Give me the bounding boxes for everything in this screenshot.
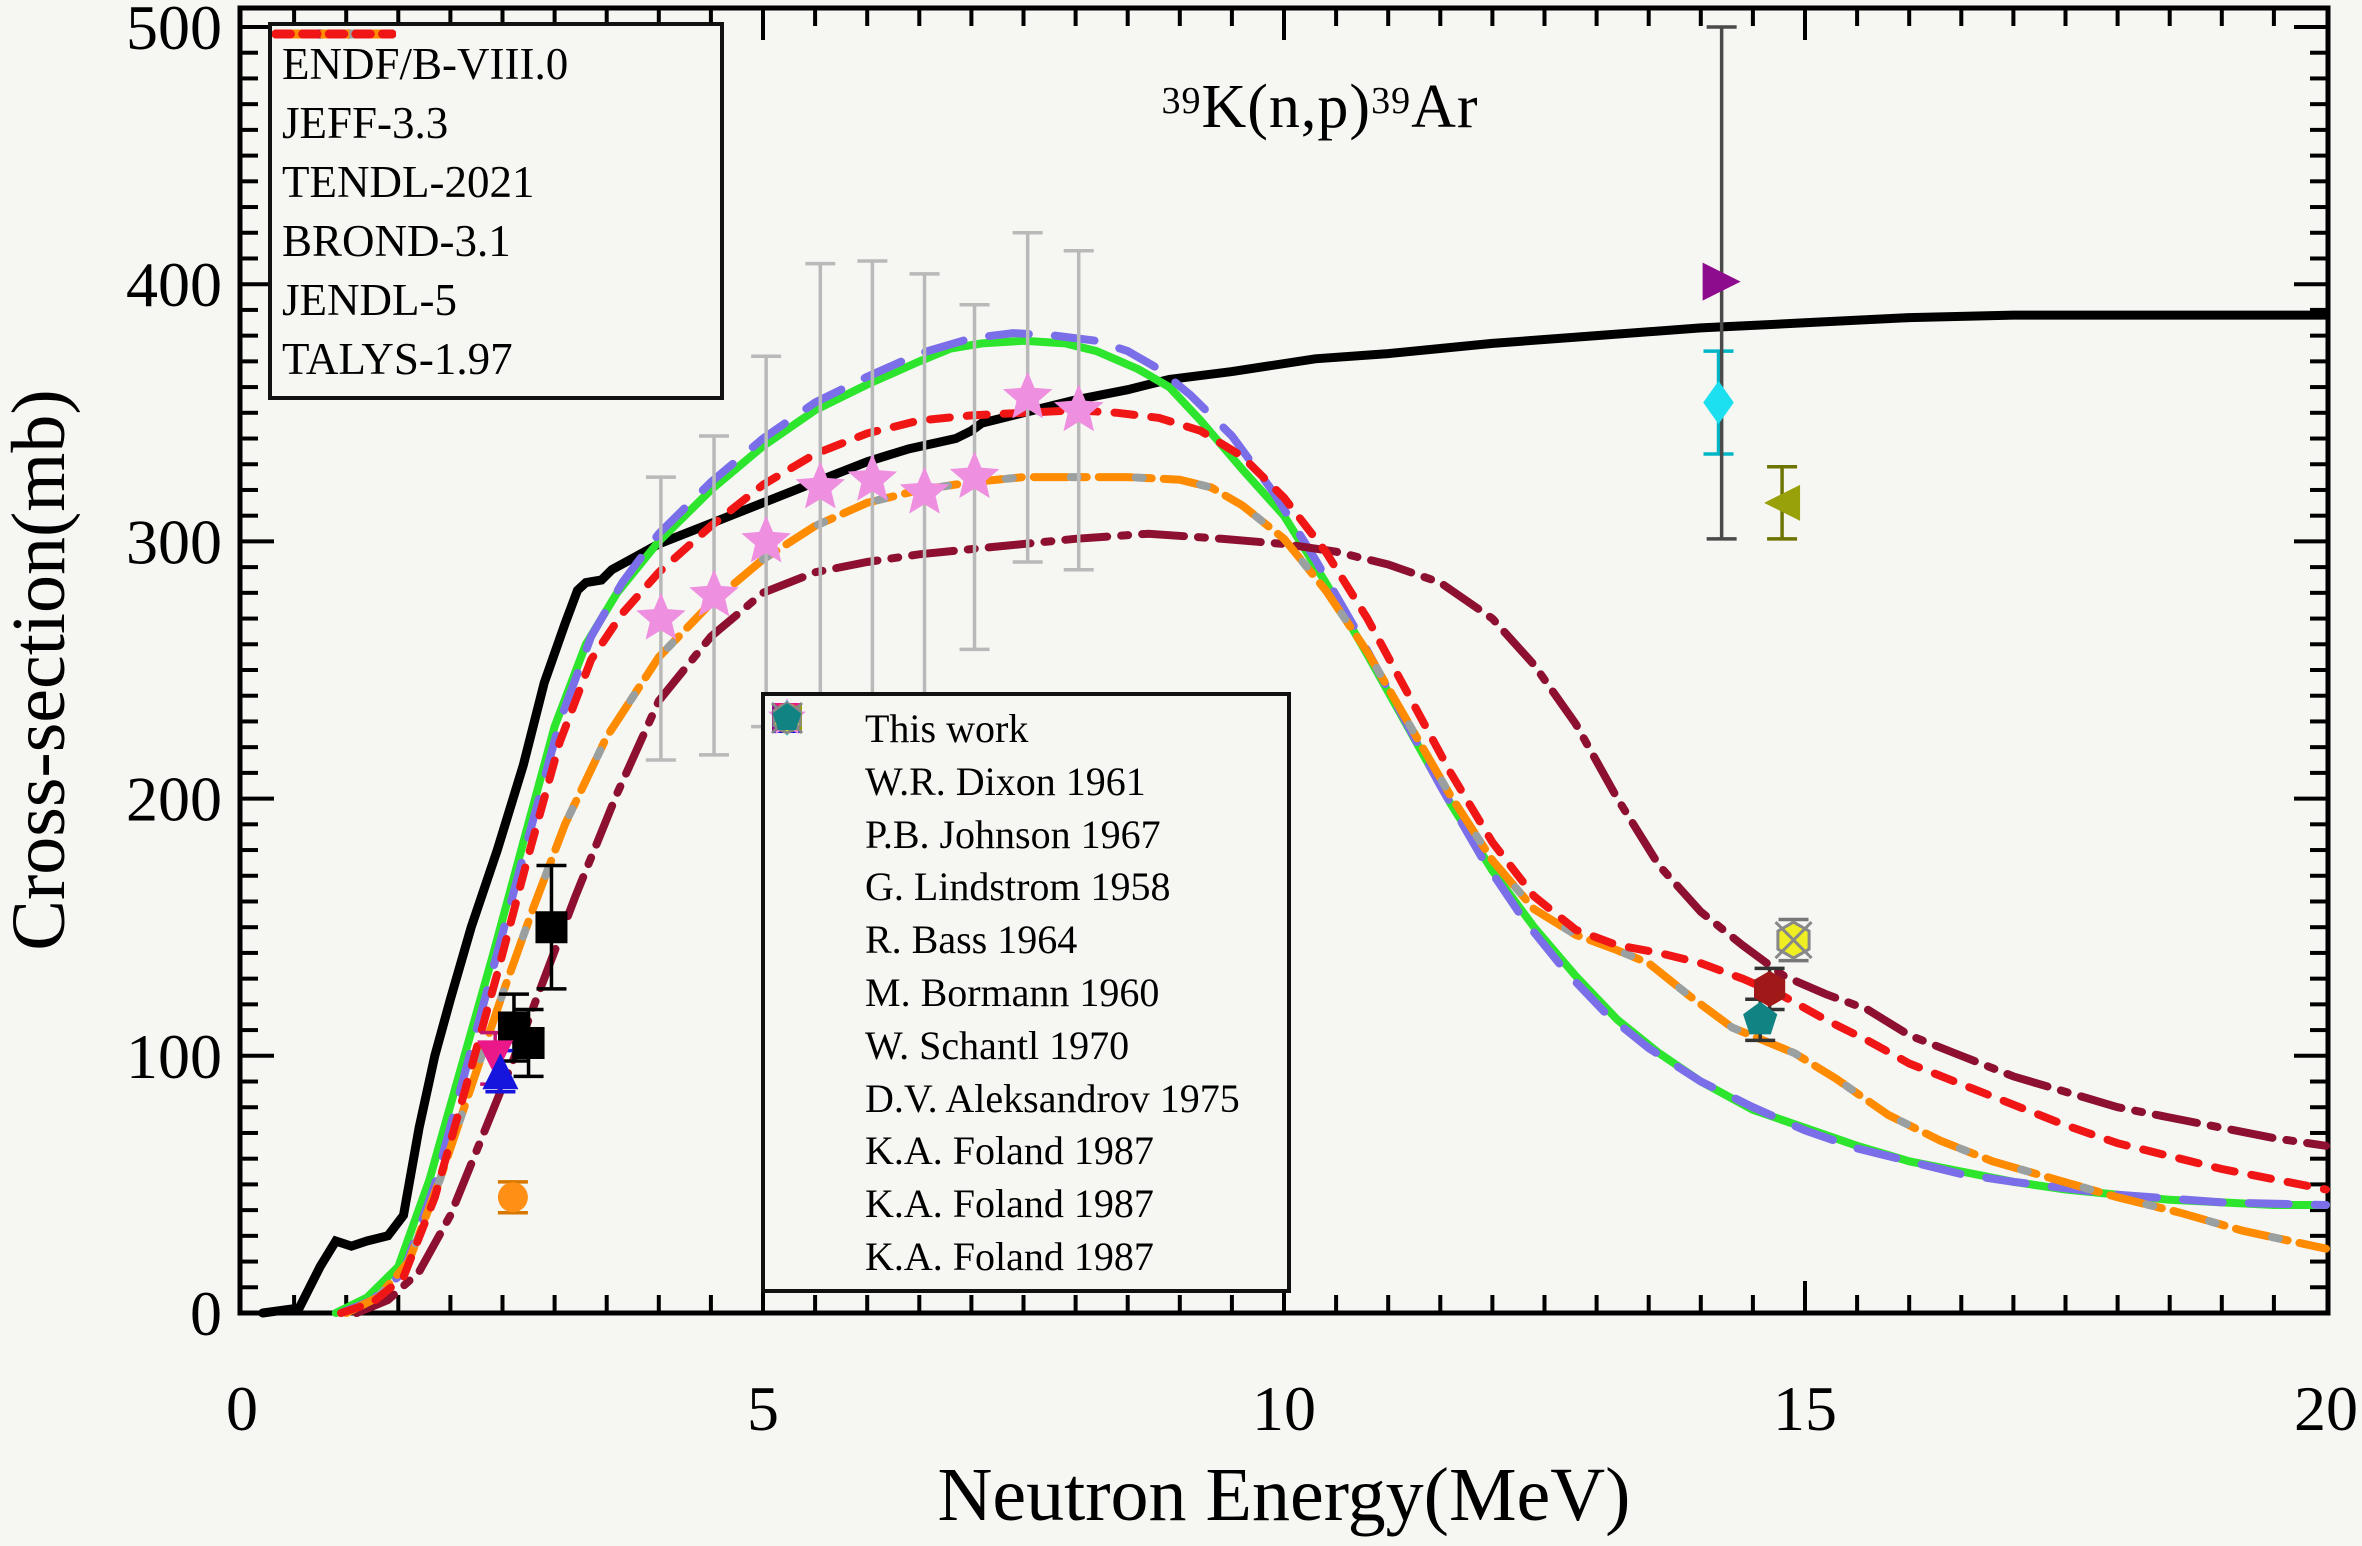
y-tick-label: 100 (126, 1021, 222, 1092)
pentagon-marker-icon (772, 703, 845, 1279)
dataset-this-work (497, 911, 568, 1059)
x-tick-label: 5 (747, 1373, 779, 1444)
y-axis-title: Cross-section(mb) (0, 389, 81, 950)
legend-item-jendl: JENDL-5 (272, 29, 710, 329)
legend-label: P.B. Johnson 1967 (865, 811, 1161, 857)
curve-jeff (331, 336, 2330, 1317)
legend-label: G. Lindstrom 1958 (865, 864, 1171, 910)
x-tick-label: 0 (226, 1373, 258, 1444)
legend-item-johnson: P.B. Johnson 1967 (772, 703, 1279, 860)
legend-label: W. Schantl 1970 (865, 1022, 1130, 1068)
talys-line-sample-icon (272, 29, 396, 39)
legend-label: This work (865, 705, 1029, 751)
dataset-dixon-1961 (477, 1040, 514, 1077)
legend-item-tendl: TENDL-2021 (272, 29, 710, 211)
y-tick-label: 400 (126, 249, 222, 320)
legend-label: M. Bormann 1960 (865, 969, 1160, 1015)
library-curves (258, 310, 2331, 1318)
legend-label: K.A. Foland 1987 (865, 1128, 1154, 1174)
dataset-foland-1987-c (1743, 1001, 1778, 1035)
product-text: Ar (1411, 73, 1479, 141)
legend-item-jeff: JEFF-3.3 (272, 29, 710, 152)
legend-item-foland-crossed-hexagon: K.A. Foland 1987 (770, 701, 1279, 1229)
legend-label: TENDL-2021 (282, 156, 535, 207)
legend-item-lindstrom: G. Lindstrom 1958 (772, 703, 1279, 912)
library-legend: ENDF/B-VIII.0 JEFF-3.3 TENDL-2021 BROND-… (268, 22, 724, 400)
x-axis-title: Neutron Energy(MeV) (938, 1453, 1631, 1537)
up-triangle-marker-icon (772, 703, 845, 856)
legend-item-dixon: W.R. Dixon 1961 (772, 703, 1279, 807)
dataset-aleksandrov-1975 (1702, 262, 1741, 301)
mass-number-39ar: 39 (1371, 80, 1412, 122)
legend-label: JENDL-5 (282, 274, 457, 325)
reaction-title: 39K(n,p)39Ar (1020, 72, 1620, 143)
y-tick-label: 300 (126, 506, 222, 577)
curve-brond (352, 529, 2330, 1317)
y-tick-label: 200 (126, 764, 222, 835)
plot-frame (237, 5, 2331, 1316)
dataset-foland-1987-b (1774, 920, 1813, 960)
curve-jendl-overlay (342, 473, 2330, 1317)
legend-item-talys: TALYS-1.97 (272, 29, 710, 388)
dataset-johnson-1967 (482, 1053, 519, 1090)
x-tick-label: 10 (1252, 1373, 1316, 1444)
x-tick-label: 15 (1773, 1373, 1837, 1444)
dataset-foland-1987-a (1754, 970, 1786, 1007)
legend-label: K.A. Foland 1987 (865, 1181, 1154, 1227)
legend-label: ENDF/B-VIII.0 (282, 38, 569, 89)
legend-label: K.A. Foland 1987 (865, 1234, 1154, 1280)
left-triangle-marker-icon (772, 703, 845, 1067)
legend-item-brond: BROND-3.1 (272, 29, 710, 270)
legend-label: TALYS-1.97 (282, 333, 513, 384)
star-marker-icon (768, 698, 845, 962)
circle-marker-icon (772, 703, 845, 909)
data-markers (477, 262, 1813, 1213)
diamond-marker-icon (774, 700, 845, 1014)
legend-item-schantl: W. Schantl 1970 (772, 703, 1279, 1071)
curve-endf (258, 310, 2331, 1318)
dataset-lindstrom-1958 (497, 1182, 528, 1213)
curve-tendl (337, 329, 2330, 1317)
reaction-text: K(n,p) (1201, 73, 1372, 141)
y-tick-label: 500 (126, 0, 222, 63)
curve-talys (337, 406, 2330, 1317)
legend-label: BROND-3.1 (282, 215, 511, 266)
down-triangle-marker-icon (772, 703, 845, 803)
legend-item-bormann: M. Bormann 1960 (773, 700, 1279, 1018)
x-tick-label: 20 (2294, 1373, 2358, 1444)
axis-ticks (242, 10, 2326, 1311)
right-triangle-marker-icon (772, 703, 845, 1120)
dataset-bormann-1960 (1703, 380, 1734, 425)
legend-item-aleksandrov: D.V. Aleksandrov 1975 (772, 703, 1279, 1124)
y-tick-label: 0 (190, 1278, 222, 1349)
legend-item-this-work: This work (772, 703, 1279, 754)
legend-label: R. Bass 1964 (865, 917, 1078, 963)
legend-label: JEFF-3.3 (282, 97, 449, 148)
legend-label: D.V. Aleksandrov 1975 (865, 1075, 1240, 1121)
hexagon-marker-icon (774, 703, 845, 1173)
legend-item-foland-hexagon: K.A. Foland 1987 (773, 703, 1279, 1176)
dataset-bass-1964 (636, 371, 1104, 640)
legend-label: W.R. Dixon 1961 (865, 758, 1146, 804)
dataset-schantl-1970 (1764, 484, 1801, 521)
mass-number-39k: 39 (1161, 80, 1202, 122)
experimental-data-legend: This work W.R. Dixon 1961 P.B. Johnson 1… (761, 692, 1291, 1293)
legend-item-foland-pentagon: K.A. Foland 1987 (772, 703, 1279, 1282)
legend-item-bass: R. Bass 1964 (768, 698, 1279, 965)
crossed-hexagon-marker-icon (770, 701, 845, 1226)
legend-item-endf: ENDF/B-VIII.0 (272, 29, 710, 93)
